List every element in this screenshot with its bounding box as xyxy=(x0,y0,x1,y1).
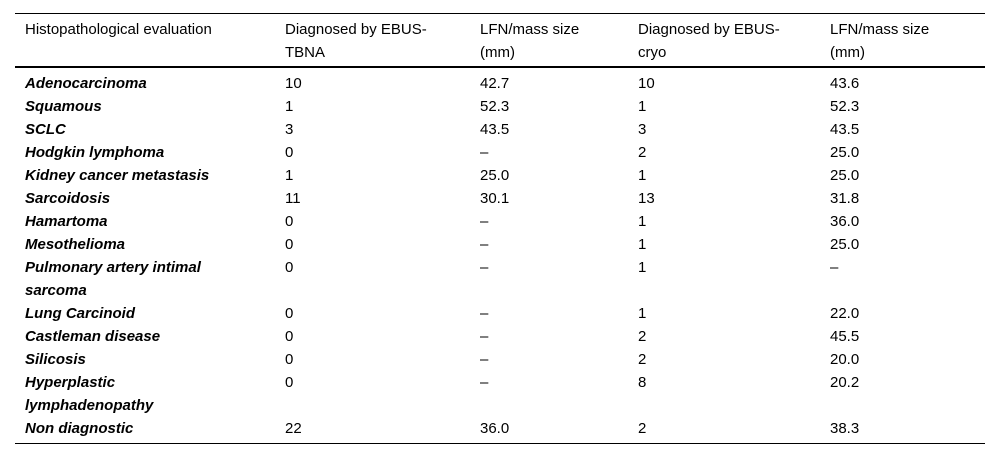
cell-value: 10 xyxy=(638,75,655,92)
cell-value: – xyxy=(480,259,489,276)
cell-value: 52.3 xyxy=(480,98,510,115)
cell-value: 0 xyxy=(285,213,294,230)
cell-value: 43.6 xyxy=(830,75,860,92)
cell-value: 1 xyxy=(638,305,647,322)
table-row: Kidney cancer metastasis 1 25.0 1 25.0 xyxy=(15,164,985,187)
cell-value: 31.8 xyxy=(830,190,860,207)
cell-value: 25.0 xyxy=(830,167,860,184)
table-row: Hyperplastic lymphadenopathy 0 – 8 20.2 xyxy=(15,371,985,417)
row-label: Non diagnostic xyxy=(25,420,134,437)
cell-value: 38.3 xyxy=(830,420,860,437)
table-row: Sarcoidosis 11 30.1 13 31.8 xyxy=(15,187,985,210)
cell-value: 1 xyxy=(638,259,647,276)
cell-value: – xyxy=(480,328,489,345)
cell-value: 2 xyxy=(638,351,647,368)
cell-value: 25.0 xyxy=(480,167,510,184)
cell-value: 0 xyxy=(285,259,294,276)
row-label: Hodgkin lymphoma xyxy=(25,144,165,161)
cell-value: 0 xyxy=(285,236,294,253)
cell-value: 36.0 xyxy=(480,420,510,437)
cell-value: 36.0 xyxy=(830,213,860,230)
cell-value: 1 xyxy=(638,236,647,253)
cell-value: 13 xyxy=(638,190,655,207)
cell-value: 43.5 xyxy=(830,121,860,138)
table-header: Histopathological evaluation Diagnosed b… xyxy=(15,13,985,68)
cell-value: 1 xyxy=(285,98,294,115)
table-row: Castleman disease 0 – 2 45.5 xyxy=(15,325,985,348)
cell-value: 20.2 xyxy=(830,374,860,391)
cell-value: – xyxy=(480,351,489,368)
row-label: Hyperplastic lymphadenopathy xyxy=(25,374,154,414)
histopathology-results-table: Histopathological evaluation Diagnosed b… xyxy=(15,13,985,444)
cell-value: – xyxy=(480,374,489,391)
column-header-lfn-mass-size-tbna: LFN/mass size (mm) xyxy=(480,13,638,68)
cell-value: 3 xyxy=(638,121,647,138)
cell-value: 0 xyxy=(285,374,294,391)
table-row: Lung Carcinoid 0 – 1 22.0 xyxy=(15,302,985,325)
cell-value: 0 xyxy=(285,305,294,322)
column-header-histopathological-evaluation: Histopathological evaluation xyxy=(15,13,285,68)
table-row: Silicosis 0 – 2 20.0 xyxy=(15,348,985,371)
cell-value: 11 xyxy=(285,190,301,207)
cell-value: – xyxy=(480,305,489,322)
table-row: Hodgkin lymphoma 0 – 2 25.0 xyxy=(15,141,985,164)
cell-value: 0 xyxy=(285,351,294,368)
cell-value: 1 xyxy=(638,167,647,184)
cell-value: 10 xyxy=(285,75,302,92)
cell-value: 8 xyxy=(638,374,647,391)
cell-value: 20.0 xyxy=(830,351,860,368)
cell-value: 0 xyxy=(285,144,294,161)
column-header-diagnosed-by-ebus-cryo: Diagnosed by EBUS- cryo xyxy=(638,13,830,68)
cell-value: 43.5 xyxy=(480,121,510,138)
column-header-diagnosed-by-ebus-tbna: Diagnosed by EBUS- TBNA xyxy=(285,13,480,68)
row-label: Pulmonary artery intimal sarcoma xyxy=(25,259,201,299)
row-label: Adenocarcinoma xyxy=(25,75,147,92)
cell-value: 2 xyxy=(638,420,647,437)
row-label: Silicosis xyxy=(25,351,86,368)
cell-value: – xyxy=(480,213,489,230)
table-row: Pulmonary artery intimal sarcoma 0 – 1 – xyxy=(15,256,985,302)
cell-value: 0 xyxy=(285,328,294,345)
cell-value: 25.0 xyxy=(830,236,860,253)
row-label: Squamous xyxy=(25,98,102,115)
row-label: Kidney cancer metastasis xyxy=(25,167,210,184)
cell-value: – xyxy=(830,259,839,276)
cell-value: 1 xyxy=(638,98,647,115)
cell-value: 22.0 xyxy=(830,305,860,322)
cell-value: 30.1 xyxy=(480,190,510,207)
row-label: SCLC xyxy=(25,121,66,138)
cell-value: 2 xyxy=(638,144,647,161)
cell-value: 1 xyxy=(638,213,647,230)
cell-value: 45.5 xyxy=(830,328,860,345)
table-row: Adenocarcinoma 10 42.7 10 43.6 xyxy=(15,67,985,95)
row-label: Sarcoidosis xyxy=(25,190,111,207)
cell-value: – xyxy=(480,144,489,161)
row-label: Hamartoma xyxy=(25,213,108,230)
cell-value: – xyxy=(480,236,489,253)
column-header-lfn-mass-size-cryo: LFN/mass size (mm) xyxy=(830,13,985,68)
paper-page: Histopathological evaluation Diagnosed b… xyxy=(0,13,1000,455)
table-row: Non diagnostic 22 36.0 2 38.3 xyxy=(15,417,985,444)
table-row: Mesothelioma 0 – 1 25.0 xyxy=(15,233,985,256)
table-row: Squamous 1 52.3 1 52.3 xyxy=(15,95,985,118)
cell-value: 52.3 xyxy=(830,98,860,115)
table-body: Adenocarcinoma 10 42.7 10 43.6 Squamous 1 52.3 1… xyxy=(15,67,985,444)
cell-value: 25.0 xyxy=(830,144,860,161)
cell-value: 42.7 xyxy=(480,75,510,92)
row-label: Mesothelioma xyxy=(25,236,126,253)
cell-value: 22 xyxy=(285,420,302,437)
row-label: Lung Carcinoid xyxy=(25,305,135,322)
table-row: SCLC 3 43.5 3 43.5 xyxy=(15,118,985,141)
cell-value: 3 xyxy=(285,121,294,138)
cell-value: 1 xyxy=(285,167,294,184)
cell-value: 2 xyxy=(638,328,647,345)
row-label: Castleman disease xyxy=(25,328,161,345)
table-row: Hamartoma 0 – 1 36.0 xyxy=(15,210,985,233)
table-header-row: Histopathological evaluation Diagnosed b… xyxy=(15,13,985,68)
